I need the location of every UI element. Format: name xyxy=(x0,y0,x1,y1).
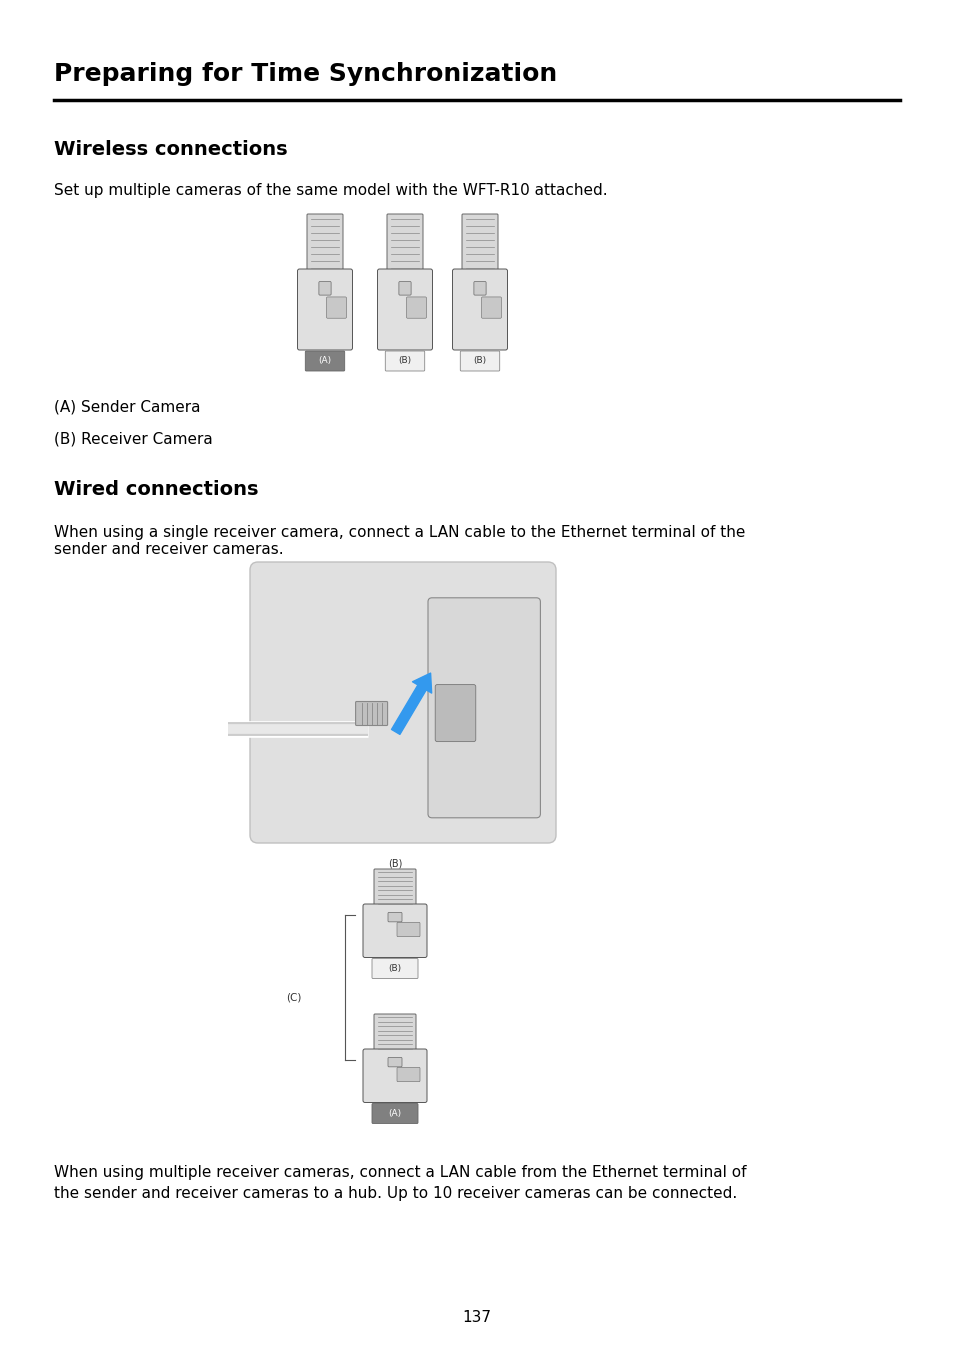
FancyBboxPatch shape xyxy=(428,597,539,818)
FancyBboxPatch shape xyxy=(374,1014,416,1052)
Text: (B): (B) xyxy=(398,356,411,366)
FancyBboxPatch shape xyxy=(305,351,344,371)
Text: (B): (B) xyxy=(388,964,401,972)
FancyBboxPatch shape xyxy=(474,281,486,295)
FancyBboxPatch shape xyxy=(388,1057,401,1067)
FancyBboxPatch shape xyxy=(396,1068,419,1081)
FancyBboxPatch shape xyxy=(452,269,507,350)
FancyBboxPatch shape xyxy=(459,351,499,371)
Text: (A): (A) xyxy=(388,1110,401,1118)
FancyBboxPatch shape xyxy=(307,214,343,272)
FancyBboxPatch shape xyxy=(377,269,432,350)
Text: (C): (C) xyxy=(286,993,302,1002)
FancyBboxPatch shape xyxy=(481,297,501,319)
FancyBboxPatch shape xyxy=(326,297,346,319)
FancyBboxPatch shape xyxy=(297,269,352,350)
FancyBboxPatch shape xyxy=(372,959,417,979)
FancyBboxPatch shape xyxy=(372,1103,417,1123)
FancyBboxPatch shape xyxy=(318,281,331,295)
Text: (A) Sender Camera: (A) Sender Camera xyxy=(54,399,201,416)
FancyArrowPatch shape xyxy=(391,672,431,734)
Text: When using multiple receiver cameras, connect a LAN cable from the Ethernet term: When using multiple receiver cameras, co… xyxy=(54,1165,746,1201)
Text: (B): (B) xyxy=(388,858,402,868)
FancyBboxPatch shape xyxy=(461,214,497,272)
FancyBboxPatch shape xyxy=(388,912,401,921)
Text: Wireless connections: Wireless connections xyxy=(54,140,288,159)
FancyBboxPatch shape xyxy=(387,214,422,272)
FancyBboxPatch shape xyxy=(385,351,424,371)
Text: (B): (B) xyxy=(473,356,486,366)
FancyBboxPatch shape xyxy=(398,281,411,295)
FancyBboxPatch shape xyxy=(355,702,387,725)
FancyBboxPatch shape xyxy=(406,297,426,319)
Text: Preparing for Time Synchronization: Preparing for Time Synchronization xyxy=(54,62,558,86)
FancyBboxPatch shape xyxy=(435,685,476,741)
Text: (B) Receiver Camera: (B) Receiver Camera xyxy=(54,432,213,447)
Text: (A): (A) xyxy=(318,356,332,366)
Text: When using a single receiver camera, connect a LAN cable to the Ethernet termina: When using a single receiver camera, con… xyxy=(54,525,745,557)
FancyBboxPatch shape xyxy=(363,904,427,958)
FancyBboxPatch shape xyxy=(363,1049,427,1103)
Text: Wired connections: Wired connections xyxy=(54,480,258,499)
Text: 137: 137 xyxy=(462,1310,491,1325)
FancyBboxPatch shape xyxy=(250,562,556,843)
FancyBboxPatch shape xyxy=(374,869,416,907)
Text: Set up multiple cameras of the same model with the WFT-R10 attached.: Set up multiple cameras of the same mode… xyxy=(54,183,607,198)
FancyBboxPatch shape xyxy=(396,923,419,936)
